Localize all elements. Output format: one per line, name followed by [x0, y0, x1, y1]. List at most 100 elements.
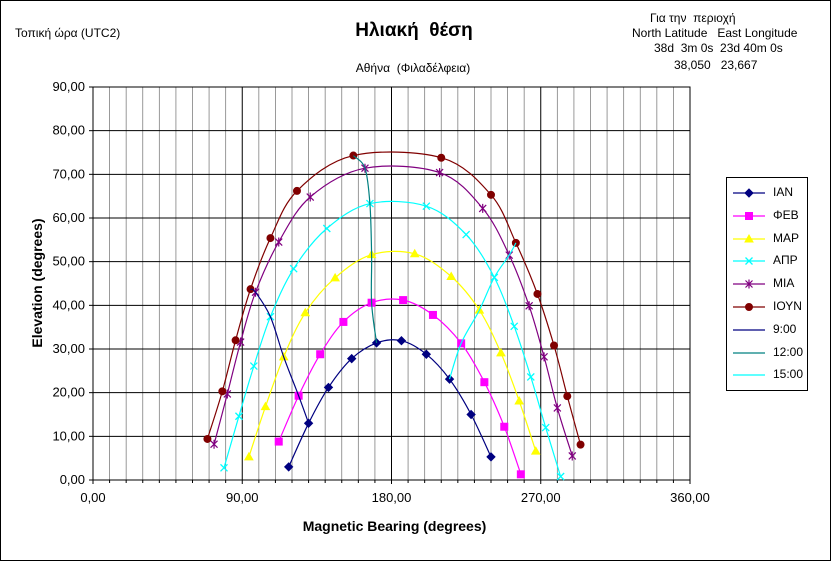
data-point [421, 349, 432, 359]
legend-swatch [733, 211, 765, 220]
y-tick-label: 60,00 [52, 210, 85, 225]
legend-marker [745, 257, 753, 266]
x-tick-label: 270,00 [521, 490, 561, 505]
series-line [448, 242, 517, 380]
data-point [435, 168, 444, 178]
data-point [322, 224, 331, 233]
local-time-label: Τοπική ώρα (UTC2) [15, 26, 121, 40]
data-point [292, 186, 301, 195]
region-coords-dms: 38d 3m 0s 23d 40m 0s [654, 41, 783, 55]
y-tick-label: 50,00 [52, 254, 85, 269]
data-point [330, 272, 340, 282]
data-point [244, 451, 254, 461]
legend-label: ΙΑΝ [773, 185, 794, 199]
legend-marker [745, 279, 753, 289]
legend-label: 15:00 [773, 367, 804, 382]
legend-label: 9:00 [773, 321, 797, 336]
legend-swatch [733, 329, 765, 331]
data-point [487, 190, 495, 199]
y-tick-label: 70,00 [52, 166, 85, 181]
data-point [289, 264, 298, 273]
data-point [266, 234, 275, 243]
legend-item: ΦΕΒ [727, 205, 807, 227]
data-point [478, 203, 487, 213]
data-point [462, 230, 471, 239]
data-point [446, 271, 457, 281]
data-point [530, 446, 541, 455]
data-point [540, 352, 548, 362]
x-tick-label: 360,00 [670, 490, 710, 505]
data-point [444, 374, 455, 384]
data-point [339, 317, 348, 326]
data-point [210, 439, 218, 449]
data-point [203, 434, 212, 443]
data-point [399, 296, 408, 305]
legend-item: ΙΑΝ [727, 182, 807, 204]
x-tick-label: 0,00 [80, 490, 105, 505]
data-point [500, 422, 509, 431]
legend-label: ΦΕΒ [773, 207, 799, 222]
data-point [218, 387, 227, 396]
legend-item: ΜΑΡ [727, 228, 807, 250]
data-point [553, 403, 562, 413]
region-label: Για την περιοχή [650, 11, 736, 25]
x-tick-label: 90,00 [226, 490, 259, 505]
series-0 [283, 335, 496, 472]
data-point [283, 462, 294, 472]
legend-swatch [733, 233, 765, 243]
data-point [220, 463, 228, 472]
legend-item: ΙΟΥΝ [727, 296, 807, 318]
legend-swatch [733, 303, 765, 311]
y-tick-label: 0,00 [60, 472, 85, 487]
data-point [568, 451, 577, 461]
data-point [274, 437, 283, 446]
y-tick-label: 90,00 [52, 79, 85, 94]
series-line [288, 339, 492, 468]
region-coords-header: North Latitude East Longitude [632, 26, 798, 40]
region-coords-decimal: 38,050 23,667 [674, 58, 758, 72]
legend-marker [745, 211, 753, 220]
y-tick-label: 30,00 [52, 341, 85, 356]
data-point [303, 418, 314, 428]
data-point [576, 440, 585, 449]
data-point [300, 307, 311, 317]
series-line [206, 151, 582, 445]
series-line [248, 250, 537, 458]
series-4 [210, 163, 577, 461]
series-1 [274, 296, 525, 479]
data-point [533, 289, 542, 298]
legend-marker [745, 303, 753, 311]
data-point [274, 237, 283, 247]
series-line [250, 288, 310, 424]
y-tick-label: 10,00 [52, 428, 85, 443]
legend-swatch [733, 374, 765, 376]
chart-subtitle: Αθήνα (Φιλαδέλφεια) [355, 61, 471, 75]
chart-legend: ΙΑΝ ΦΕΒ ΜΑΡ ΑΠΡ ΜΙΑ ΙΟΥΝ 9:00 12:00 15:00 [726, 177, 808, 391]
y-tick-label: 40,00 [52, 297, 85, 312]
legend-item: 9:00 [727, 319, 807, 341]
data-point [516, 470, 525, 479]
data-point [323, 382, 334, 393]
data-point [541, 423, 550, 432]
legend-item: 12:00 [727, 342, 807, 364]
data-point [437, 153, 446, 162]
series-line [223, 200, 562, 477]
legend-label: ΙΟΥΝ [773, 299, 802, 313]
series-line [352, 155, 378, 343]
x-tick-label: 180,00 [372, 490, 412, 505]
legend-label: ΜΑΡ [773, 230, 800, 245]
data-point [306, 192, 315, 202]
data-point [510, 322, 519, 331]
legend-marker [744, 188, 754, 198]
data-point [496, 347, 506, 357]
legend-swatch [733, 188, 765, 198]
y-tick-label: 20,00 [52, 385, 85, 400]
series-5 [203, 151, 585, 449]
legend-label: 12:00 [773, 344, 804, 359]
series-2 [244, 248, 541, 461]
series-line [213, 165, 573, 457]
legend-swatch [733, 351, 765, 354]
data-point [428, 310, 437, 319]
legend-item: 15:00 [727, 364, 807, 386]
data-point [550, 341, 559, 350]
